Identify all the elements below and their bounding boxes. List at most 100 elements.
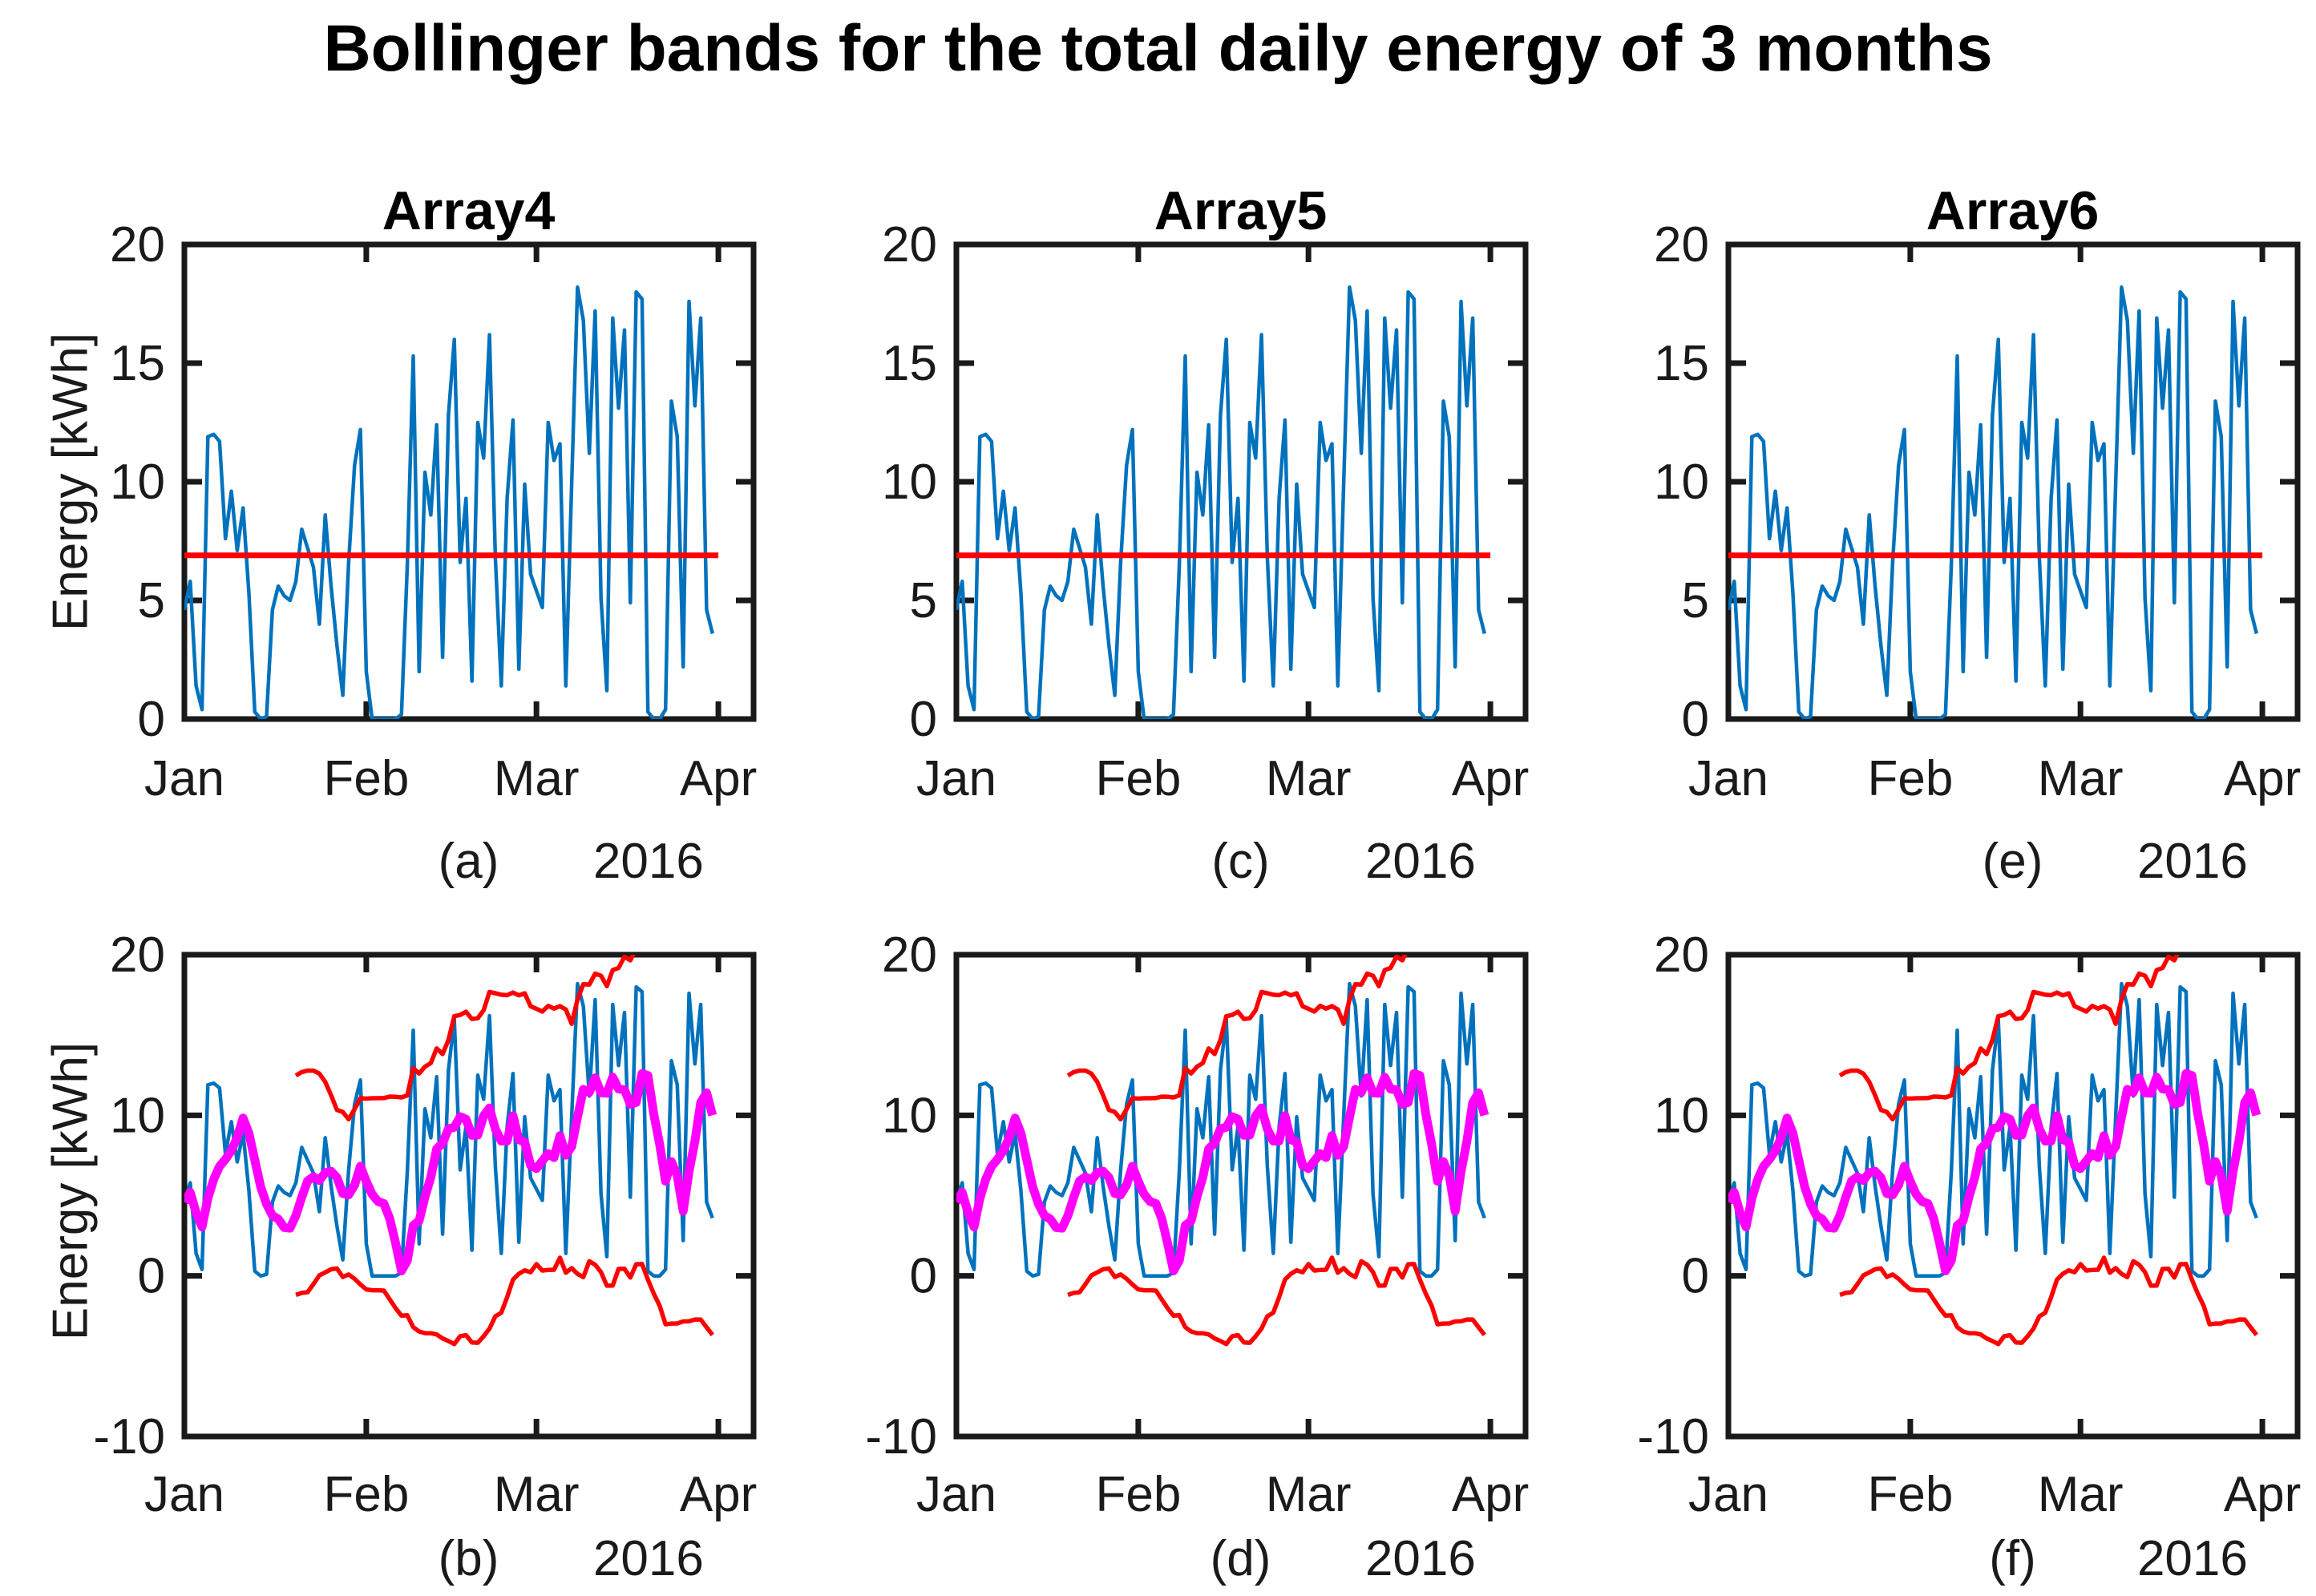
y-tick-label: 0 bbox=[138, 692, 165, 747]
y-tick-label: 10 bbox=[1654, 455, 1709, 510]
daily-energy-line bbox=[1728, 285, 2258, 719]
x-axis-caption: (f) 2016 bbox=[1544, 1530, 2316, 1594]
bollinger-lower-line bbox=[1067, 1255, 1486, 1347]
moving-average-line bbox=[1728, 1069, 2261, 1275]
axes-box bbox=[953, 241, 1529, 722]
year-label: 2016 bbox=[2136, 834, 2248, 889]
x-tick-label: Mar bbox=[1266, 1467, 1352, 1522]
year-label: 2016 bbox=[1364, 1531, 1476, 1586]
y-tick-label: 10 bbox=[882, 455, 937, 510]
year-label: 2016 bbox=[592, 834, 704, 889]
x-tick-label: Mar bbox=[2038, 751, 2124, 806]
daily-energy-line bbox=[1728, 981, 2258, 1278]
x-axis-caption: (e) 2016 bbox=[1544, 833, 2316, 897]
panel-letter: (f) bbox=[1989, 1531, 2036, 1586]
y-tick-label: 20 bbox=[110, 217, 165, 273]
subplot-array6-bottom: Jan Feb Mar Apr -10 0 10 20 (f) 2016 bbox=[1544, 870, 2316, 1596]
x-tick-label: Jan bbox=[144, 751, 224, 806]
panel-letter: (e) bbox=[1982, 834, 2043, 889]
subplot-title: Array5 bbox=[1154, 180, 1328, 241]
bollinger-upper-line bbox=[1066, 955, 1408, 1122]
x-tick-label: Jan bbox=[144, 1467, 224, 1522]
y-axis-label: Energy [kWh] bbox=[42, 1041, 99, 1341]
x-tick-label: Mar bbox=[494, 1467, 580, 1522]
axes-box bbox=[1725, 241, 2301, 722]
x-tick-label: Feb bbox=[1867, 1467, 1953, 1522]
y-tick-label: 0 bbox=[138, 1249, 165, 1304]
x-tick-label: Jan bbox=[916, 1467, 996, 1522]
y-tick-label: 10 bbox=[882, 1088, 937, 1143]
x-tick-label: Jan bbox=[916, 751, 996, 806]
x-tick-label: Feb bbox=[1095, 751, 1181, 806]
x-tick-label: Feb bbox=[1095, 1467, 1181, 1522]
x-axis-caption: (a) 2016 bbox=[0, 833, 772, 897]
bollinger-plot-array6: Jan Feb Mar Apr -10 0 10 20 bbox=[1637, 927, 2301, 1522]
x-tick-label: Mar bbox=[1266, 751, 1352, 806]
x-tick-label: Apr bbox=[2224, 1467, 2301, 1522]
y-tick-label: 0 bbox=[910, 692, 937, 747]
subplot-array6-top: Jan Feb Mar Apr 0 5 10 15 20 Array6 (e) 2016 bbox=[1544, 120, 2316, 889]
bollinger-lower-line bbox=[295, 1255, 714, 1347]
x-tick-label: Jan bbox=[1688, 1467, 1768, 1522]
top-plot-array5: Jan Feb Mar Apr 0 5 10 15 20 bbox=[882, 217, 1529, 806]
y-tick-label: -10 bbox=[1637, 1409, 1709, 1465]
y-tick-label: 5 bbox=[910, 573, 937, 628]
series-group bbox=[1728, 285, 2263, 719]
y-tick-label: 10 bbox=[110, 455, 165, 510]
panel-letter: (d) bbox=[1210, 1531, 1271, 1586]
subplot-grid: Jan Feb Mar Apr 0 5 10 15 20 Array4 Energy [kWh]… bbox=[0, 120, 2316, 1596]
x-tick-label: Apr bbox=[680, 1467, 757, 1522]
x-tick-label: Jan bbox=[1688, 751, 1768, 806]
x-axis-caption: (c) 2016 bbox=[772, 833, 1544, 897]
bollinger-upper-line bbox=[1838, 955, 2180, 1122]
y-tick-label: -10 bbox=[865, 1409, 937, 1465]
y-tick-label: 20 bbox=[1654, 927, 1709, 983]
daily-energy-line bbox=[184, 981, 714, 1278]
y-tick-label: 5 bbox=[1682, 573, 1709, 628]
axes-box bbox=[181, 241, 757, 722]
y-tick-label: 10 bbox=[1654, 1088, 1709, 1143]
top-plot-array6: Jan Feb Mar Apr 0 5 10 15 20 bbox=[1654, 217, 2301, 806]
year-label: 2016 bbox=[1364, 834, 1476, 889]
subplot-title: Array6 bbox=[1926, 180, 2100, 241]
bollinger-lower-line bbox=[1839, 1255, 2258, 1347]
y-tick-label: 15 bbox=[1654, 336, 1709, 391]
x-axis-caption: (b) 2016 bbox=[0, 1530, 772, 1594]
x-tick-label: Feb bbox=[323, 751, 409, 806]
y-tick-label: 15 bbox=[882, 336, 937, 391]
y-tick-label: 0 bbox=[1682, 692, 1709, 747]
y-tick-label: 20 bbox=[110, 927, 165, 983]
subplot-array5-top: Jan Feb Mar Apr 0 5 10 15 20 Array5 (c) 2016 bbox=[772, 120, 1544, 889]
daily-energy-line bbox=[956, 285, 1486, 719]
x-tick-label: Apr bbox=[680, 751, 757, 806]
series-group bbox=[956, 285, 1491, 719]
y-tick-label: 20 bbox=[882, 217, 937, 273]
year-label: 2016 bbox=[2136, 1531, 2248, 1586]
daily-energy-line bbox=[184, 285, 714, 719]
x-tick-label: Mar bbox=[2038, 1467, 2124, 1522]
x-tick-label: Apr bbox=[1452, 1467, 1529, 1522]
y-tick-label: 10 bbox=[110, 1088, 165, 1143]
subplot-array5-bottom: Jan Feb Mar Apr -10 0 10 20 (d) 2016 bbox=[772, 870, 1544, 1596]
year-label: 2016 bbox=[592, 1531, 704, 1586]
moving-average-line bbox=[956, 1069, 1489, 1275]
subplot-title: Array4 bbox=[382, 180, 556, 241]
figure-title: Bollinger bands for the total daily ener… bbox=[323, 12, 1993, 85]
x-tick-label: Feb bbox=[323, 1467, 409, 1522]
y-tick-label: 20 bbox=[882, 927, 937, 983]
panel-letter: (a) bbox=[438, 834, 499, 889]
panel-letter: (c) bbox=[1211, 834, 1270, 889]
moving-average-line bbox=[184, 1069, 717, 1275]
series-group bbox=[956, 955, 1489, 1347]
bollinger-upper-line bbox=[294, 955, 636, 1122]
subplot-array4-bottom: Jan Feb Mar Apr -10 0 10 20 Energy [kWh] (b) 20… bbox=[0, 870, 772, 1596]
series-group bbox=[184, 285, 719, 719]
y-axis-label: Energy [kWh] bbox=[42, 332, 99, 632]
y-tick-label: 0 bbox=[910, 1249, 937, 1304]
x-axis-caption: (d) 2016 bbox=[772, 1530, 1544, 1594]
x-tick-label: Mar bbox=[494, 751, 580, 806]
series-group bbox=[1728, 955, 2261, 1347]
daily-energy-line bbox=[956, 981, 1486, 1278]
series-group bbox=[184, 955, 717, 1347]
